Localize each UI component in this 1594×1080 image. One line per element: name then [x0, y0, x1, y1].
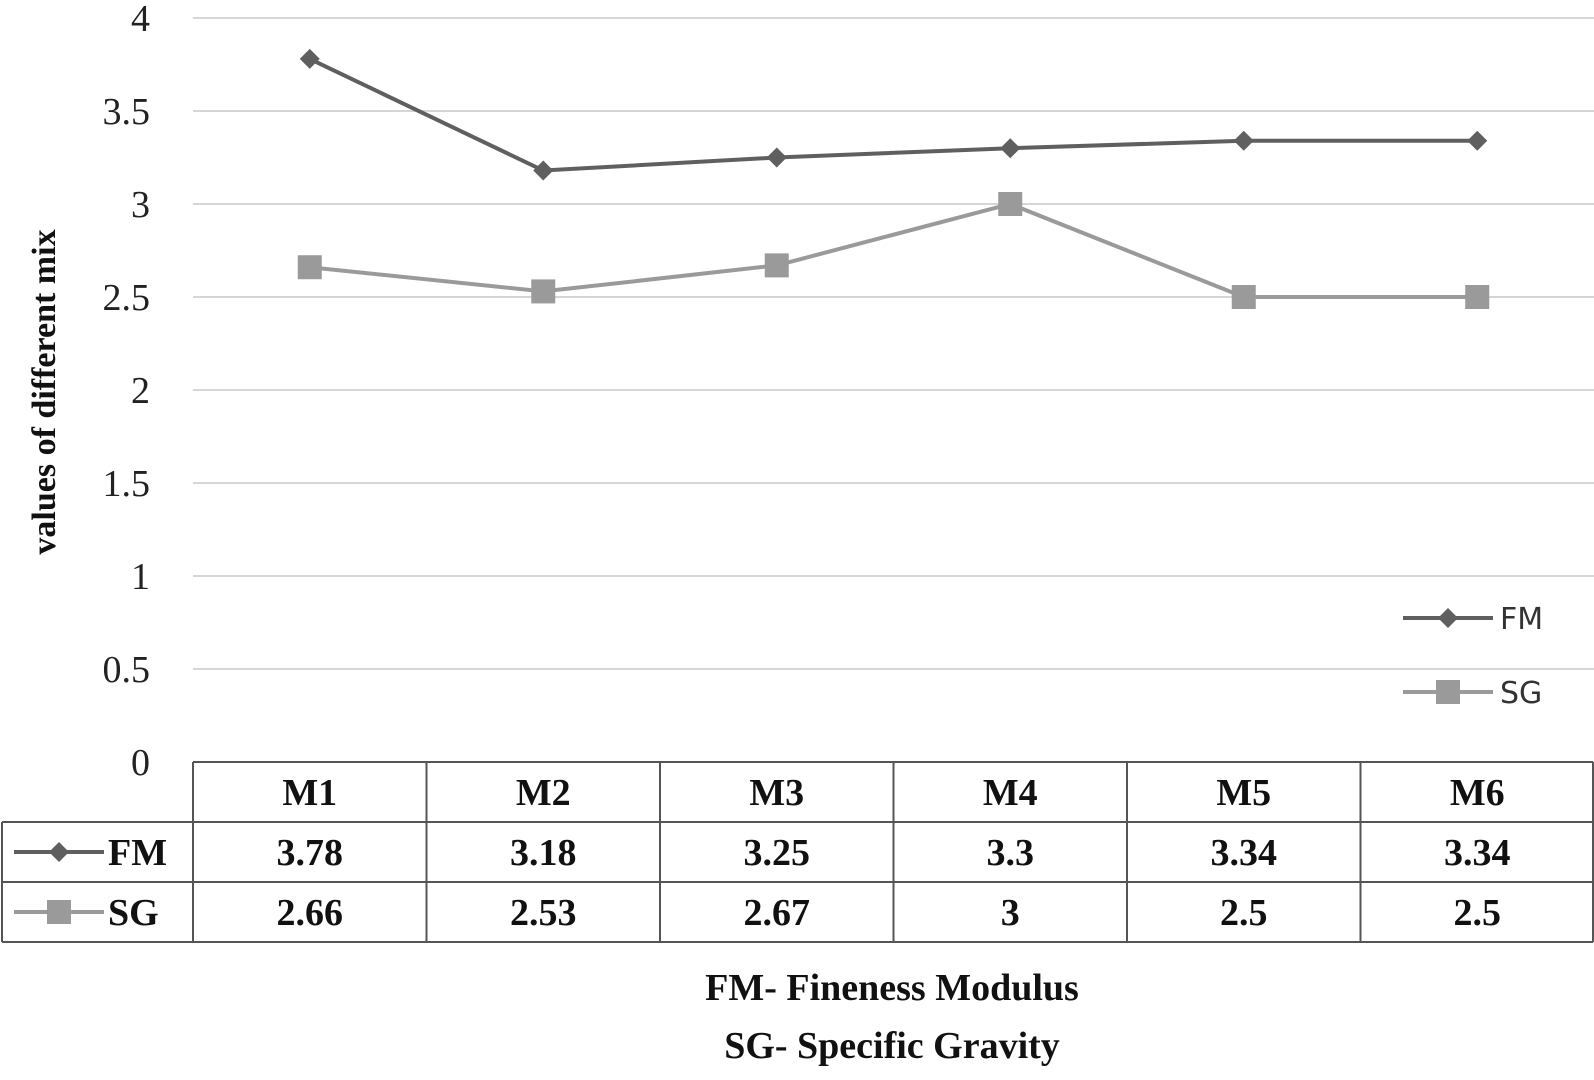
legend-label: SG	[1500, 676, 1542, 711]
table-row-header: SG	[108, 892, 159, 934]
data-label: 3.78	[277, 832, 344, 874]
y-tick-label: 3.5	[103, 91, 151, 133]
data-point-fm	[533, 160, 554, 181]
data-point-sg	[1231, 285, 1256, 309]
data-label: 2.5	[1220, 892, 1268, 934]
data-label: 2.5	[1454, 892, 1502, 934]
legend-square-icon	[1436, 680, 1460, 704]
data-label: 3.3	[987, 832, 1035, 874]
data-label: 3.18	[510, 832, 577, 874]
x-category-label: M2	[516, 772, 571, 814]
grid-lines	[193, 17, 1594, 670]
legend: FM SG	[1403, 602, 1543, 711]
x-category-label: M5	[1216, 772, 1271, 814]
data-point-fm	[1000, 138, 1021, 159]
table-key-square-icon	[47, 900, 71, 924]
table-row-header: FM	[108, 832, 167, 874]
note-fm: FM- Fineness Modulus	[705, 967, 1079, 1009]
y-tick-label: 4	[131, 0, 150, 40]
y-tick-label: 1	[131, 556, 150, 598]
data-label: 3.34	[1444, 832, 1511, 874]
table-key-diamond-icon	[49, 842, 69, 862]
data-label: 2.53	[510, 892, 577, 934]
series-lines	[297, 48, 1490, 309]
y-tick-label: 1.5	[103, 463, 151, 505]
y-tick-label: 0.5	[103, 649, 151, 691]
x-category-label: M6	[1450, 772, 1505, 814]
x-category-label: M1	[282, 772, 337, 814]
data-table: M1 M2 M3 M4 M5 M6 FM 3.78 3.18 3.25 3.3 3.34 3.34 SG 2…	[1, 761, 1594, 943]
data-label: 3.25	[744, 832, 811, 874]
legend-label: FM	[1500, 602, 1543, 637]
x-category-label: M4	[983, 772, 1038, 814]
note-sg: SG- Specific Gravity	[724, 1025, 1060, 1067]
y-tick-label: 2	[131, 370, 150, 412]
y-tick-label: 0	[131, 742, 150, 784]
data-point-fm	[299, 48, 320, 69]
y-tick-label: 2.5	[103, 277, 151, 319]
y-axis-label: values of different mix	[26, 229, 63, 554]
data-point-fm	[1233, 130, 1254, 151]
data-label: 3.34	[1211, 832, 1278, 874]
data-point-sg	[998, 192, 1023, 216]
series-line-fm	[308, 57, 1478, 173]
data-point-fm	[1467, 130, 1488, 151]
data-point-fm	[766, 147, 787, 168]
y-axis-ticks: 0 0.5 1 1.5 2 2.5 3 3.5 4	[103, 0, 151, 784]
data-point-sg	[297, 255, 322, 280]
data-point-sg	[531, 279, 556, 304]
y-tick-label: 3	[131, 184, 150, 226]
legend-diamond-icon	[1438, 608, 1458, 628]
data-label: 3	[1001, 892, 1020, 934]
x-category-label: M3	[749, 772, 804, 814]
data-label: 2.66	[277, 892, 344, 934]
series-line-sg	[309, 201, 1478, 299]
data-point-sg	[764, 253, 789, 278]
data-label: 2.67	[744, 892, 811, 934]
data-point-sg	[1465, 285, 1490, 309]
